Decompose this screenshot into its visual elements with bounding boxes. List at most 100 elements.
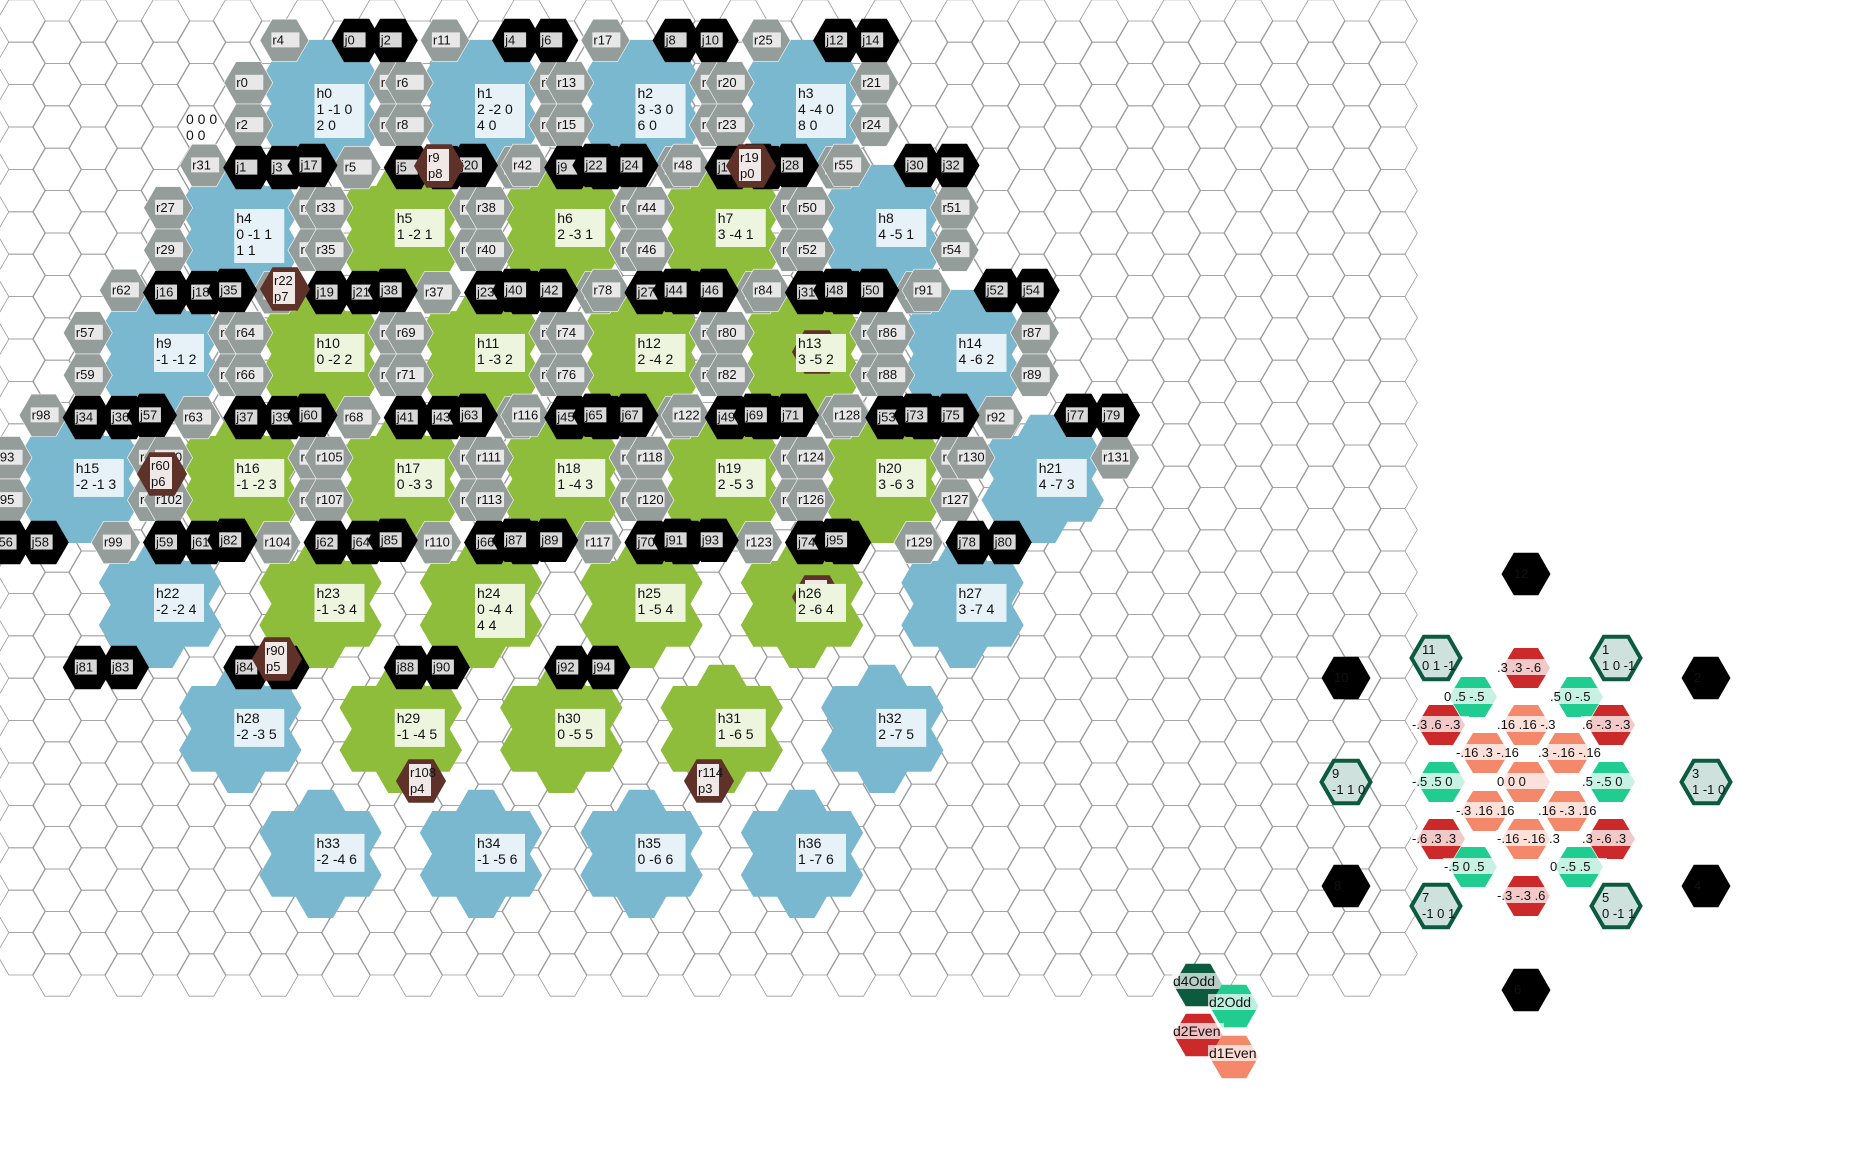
direction-far-2 xyxy=(1681,656,1731,700)
grid-cell xyxy=(1115,614,1166,658)
junction-label-j50: j50 xyxy=(861,282,879,297)
junction-label-j14: j14 xyxy=(861,32,879,47)
road-label-r113: r113 xyxy=(477,492,502,507)
junction-label-j95: j95 xyxy=(825,532,843,547)
tile-cell xyxy=(696,664,747,709)
grid-cell xyxy=(1331,20,1382,64)
junction-label-bg xyxy=(941,407,964,423)
road-label-r20: r20 xyxy=(718,75,737,90)
junction-label-j0: j0 xyxy=(344,32,355,47)
road-label-bg xyxy=(636,492,665,508)
junction-label-bg xyxy=(780,157,803,173)
hex-id-label: h15 xyxy=(76,460,100,476)
hex-id-label: h7 xyxy=(718,210,734,226)
hex-cube-coords: 1 -2 1 xyxy=(397,226,433,242)
junction-label-bg xyxy=(716,409,739,425)
junction-label-bg xyxy=(379,32,402,48)
road-label-bg xyxy=(315,242,344,258)
grid-cell xyxy=(1295,465,1346,510)
road-label-r64: r64 xyxy=(236,325,255,340)
grid-cell xyxy=(1151,635,1202,679)
junction-label-j42: j42 xyxy=(540,282,558,297)
grid-cell xyxy=(1042,232,1093,276)
hex-id-label: h8 xyxy=(878,210,894,226)
grid-cell xyxy=(1151,84,1202,128)
road-label-bg xyxy=(315,449,344,465)
grid-cell xyxy=(934,889,985,933)
hex-label-bg xyxy=(635,333,686,372)
junction-label-bg xyxy=(584,157,607,173)
junction-label-j81: j81 xyxy=(75,660,93,675)
hex-offset-coords: 4 4 xyxy=(477,617,497,633)
grid-cell xyxy=(1187,486,1238,531)
road-label-r8: r8 xyxy=(397,117,409,132)
road-label-r99: r99 xyxy=(104,535,123,550)
legend-label-bg xyxy=(1172,973,1224,989)
road-label-r57: r57 xyxy=(76,325,95,340)
grid-cell xyxy=(1367,677,1418,721)
junction-label-j79: j79 xyxy=(1102,407,1120,422)
road-label-r110: r110 xyxy=(425,535,450,550)
hex-cube-coords: 1 -1 0 xyxy=(317,101,353,117)
grid-cell xyxy=(0,338,46,382)
grid-cell xyxy=(501,932,552,976)
road-label-r15: r15 xyxy=(557,117,576,132)
grid-cell xyxy=(0,635,46,679)
junction-label-bg xyxy=(700,282,723,298)
port-id-label: p0 xyxy=(740,166,754,181)
board-hex-h7 xyxy=(660,164,783,294)
grid-cell xyxy=(32,105,83,149)
direction-id: 1 xyxy=(1602,642,1609,657)
hex-id-label: h5 xyxy=(397,210,413,226)
junction-label-bg xyxy=(299,407,322,423)
junction-label-bg xyxy=(30,534,53,550)
grid-cell xyxy=(140,889,191,933)
road-label-r93: r93 xyxy=(0,450,14,465)
junction-label-j43: j43 xyxy=(432,410,450,425)
hex-cube-coords: -1 -1 2 xyxy=(156,351,197,367)
grid-cell xyxy=(1079,677,1129,721)
grid-cell xyxy=(862,932,913,976)
road-label-r84: r84 xyxy=(754,282,773,297)
grid-cell xyxy=(1187,274,1238,319)
road-label-bg xyxy=(797,492,826,508)
grid-cell xyxy=(1259,444,1310,488)
road-label-r2: r2 xyxy=(236,117,248,132)
grid-cell xyxy=(1006,211,1057,255)
hex-cube-coords: 3 -6 3 xyxy=(878,476,914,492)
junction-label-bg xyxy=(74,659,97,675)
road-label-bg xyxy=(0,449,23,465)
tile-cell xyxy=(295,874,346,918)
junction-label-bg xyxy=(592,659,615,675)
junction-label-j90: j90 xyxy=(432,660,450,675)
grid-cell xyxy=(1223,932,1274,976)
grid-cell xyxy=(176,953,227,997)
grid-cell xyxy=(1295,550,1346,594)
road-label-r123: r123 xyxy=(746,535,772,550)
hex-offset-coords: 1 1 xyxy=(236,242,256,258)
direction-inner-label: .5 -.5 0 xyxy=(1582,774,1622,789)
road-label-bg xyxy=(636,449,665,465)
grid-cell xyxy=(1151,677,1202,721)
grid-cell xyxy=(0,847,46,891)
inner-label-bg xyxy=(1496,887,1554,903)
grid-cell xyxy=(1006,168,1057,213)
road-label-r122: r122 xyxy=(674,407,700,422)
grid-cell xyxy=(32,63,83,107)
hex-id-label: h21 xyxy=(1039,460,1063,476)
grid-cell xyxy=(1079,593,1129,637)
direction-coords: -1 1 0 xyxy=(1332,782,1365,797)
junction-label-bg xyxy=(504,532,527,548)
grid-cell xyxy=(1295,0,1346,43)
direction-inner-label: -.3 -.3 .6 xyxy=(1497,888,1545,903)
grid-cell xyxy=(104,953,155,997)
grid-cell xyxy=(970,147,1021,192)
junction-label-j89: j89 xyxy=(540,532,558,547)
hex-label-bg xyxy=(314,833,365,872)
grid-cell xyxy=(1223,847,1274,891)
hex-label-bg xyxy=(1036,458,1087,497)
junction-label-bg xyxy=(664,532,687,548)
road-label-bg xyxy=(395,367,424,383)
direction-far-4 xyxy=(1681,864,1731,908)
grid-cell xyxy=(1223,168,1274,213)
